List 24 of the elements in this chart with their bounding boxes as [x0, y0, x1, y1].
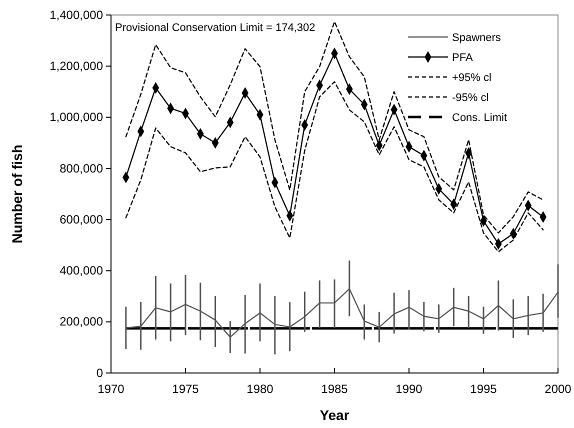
x-tick-label: 1975 — [172, 382, 200, 396]
y-tick-label: 0 — [96, 366, 104, 380]
legend-label: +95% cl — [452, 72, 492, 84]
y-tick-label: 1,000,000 — [50, 110, 104, 124]
x-tick-label: 1990 — [396, 382, 423, 396]
legend-label: Spawners — [452, 32, 502, 44]
x-tick-label: 1985 — [321, 382, 348, 396]
x-tick-label: 1980 — [246, 382, 274, 396]
annotation: Provisional Conservation Limit = 174,302 — [115, 22, 316, 34]
legend-label: PFA — [452, 52, 474, 64]
y-tick-label: 1,400,000 — [50, 8, 104, 22]
y-tick-label: 800,000 — [60, 161, 104, 176]
x-tick-label: 1970 — [98, 382, 125, 396]
line-series — [125, 81, 544, 252]
y-tick-label: 200,000 — [60, 314, 104, 329]
x-axis-title: Year — [320, 407, 350, 423]
x-tick-label: 1995 — [470, 382, 498, 396]
y-tick-label: 600,000 — [60, 212, 104, 226]
y-tick-label: 400,000 — [60, 264, 104, 278]
x-tick-label: 2000 — [544, 382, 572, 396]
y-tick-label: 1,200,000 — [50, 58, 104, 73]
y-axis-title: Number of fish — [9, 144, 25, 244]
legend-label: Cons. Limit — [452, 112, 508, 124]
legend-label: -95% cl — [452, 92, 489, 104]
